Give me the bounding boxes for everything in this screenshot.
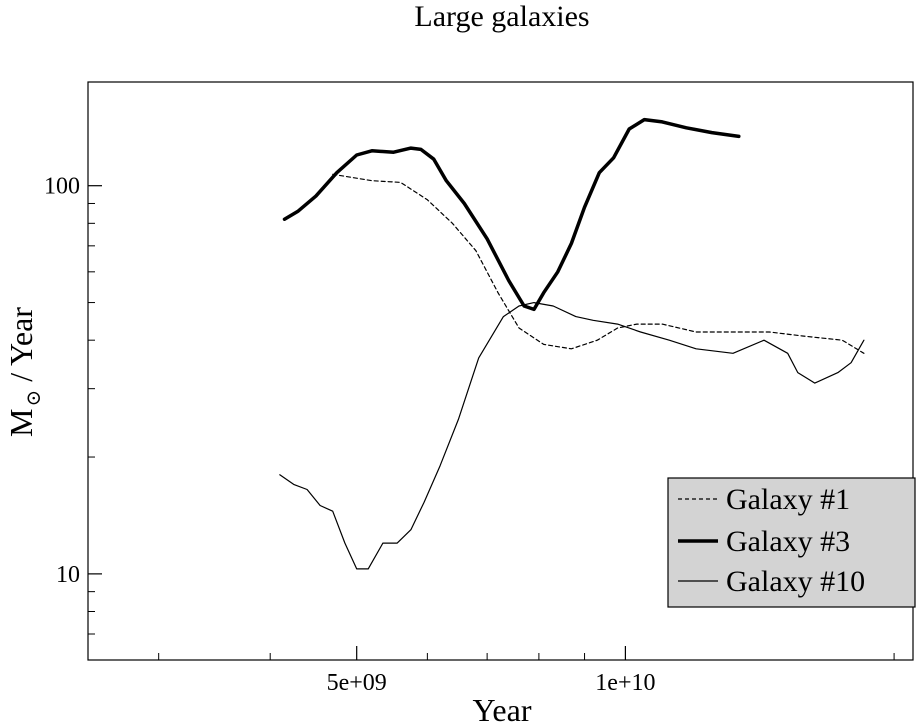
series-layer — [279, 117, 865, 570]
series-line-galaxy-3 — [282, 117, 741, 312]
legend-label-galaxy-1: Galaxy #1 — [726, 483, 850, 516]
y-tick-label: 100 — [44, 174, 80, 200]
y-axis-label-main: M — [3, 408, 39, 436]
x-axis-ticks: 5e+09 1e+10 — [158, 646, 895, 696]
y-axis-label-suffix: / Year — [3, 307, 39, 390]
series-line-galaxy-10 — [279, 302, 865, 570]
y-axis-label: M⊙ / Year — [3, 307, 45, 437]
legend-label-galaxy-3: Galaxy #3 — [726, 525, 850, 558]
y-axis-ticks: 10 100 — [44, 174, 102, 635]
x-axis-label: Year — [473, 692, 532, 725]
x-tick-label: 1e+10 — [595, 670, 655, 696]
series-line-galaxy-1 — [332, 173, 865, 354]
chart-title: Large galaxies — [414, 0, 589, 33]
legend: Galaxy #1 Galaxy #3 Galaxy #10 — [667, 477, 916, 608]
y-axis-label-sun-symbol: ⊙ — [23, 390, 45, 407]
y-tick-label: 10 — [56, 562, 80, 588]
x-tick-label: 5e+09 — [327, 670, 387, 696]
legend-label-galaxy-10: Galaxy #10 — [726, 565, 865, 598]
plot-area — [87, 81, 914, 661]
